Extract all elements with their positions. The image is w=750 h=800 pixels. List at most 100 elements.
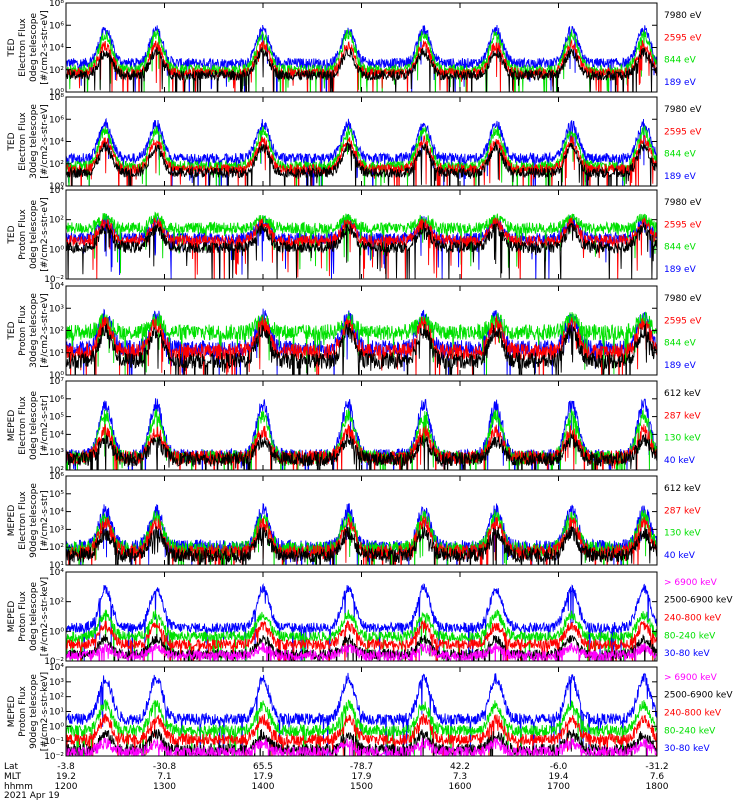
xaxis-tick-value: 17.9 xyxy=(253,772,273,782)
ytick-label: 10⁶ xyxy=(49,115,64,125)
legend-entry: 189 eV xyxy=(664,78,697,88)
ytick-label: 10² xyxy=(49,327,64,337)
trace-2500-6900-kev xyxy=(66,633,657,661)
panel-3-ylabel: TED Proton Flux 0deg telescope [#/cm2-s-str… xyxy=(7,197,50,272)
ytick-label: 10³ xyxy=(49,304,64,314)
ytick-label: 10⁴ xyxy=(49,282,64,292)
ytick-label: 10⁴ xyxy=(49,44,64,54)
legend-entry: 2595 eV xyxy=(664,33,702,43)
axes-layer xyxy=(65,2,658,757)
ylabel-line: [#/cm2-s-str-eV] xyxy=(40,197,50,272)
ylabel-line: TED xyxy=(7,225,17,244)
trace-80-240-kev xyxy=(66,698,657,756)
ytick-label: 10² xyxy=(49,693,64,703)
trace-844-ev xyxy=(66,125,657,186)
xaxis-tick-value: 1800 xyxy=(646,782,669,792)
trace-240-800-kev xyxy=(66,713,657,756)
ylabel-line: Proton Flux xyxy=(18,305,28,356)
panel-7-traces xyxy=(66,583,657,661)
legend-entry: 189 eV xyxy=(664,265,697,275)
ytick-label: 10⁸ xyxy=(49,0,64,9)
ytick-label: 10⁶ xyxy=(49,395,64,405)
ylabel-line: 90deg telescope xyxy=(29,483,39,558)
legend-entry: 2500-6900 keV xyxy=(664,596,733,606)
legend-entry: 287 keV xyxy=(664,411,701,421)
ylabel-line: TED xyxy=(7,321,17,340)
ytick-label: 10² xyxy=(49,543,64,553)
xaxis-row-label: hhmm xyxy=(4,782,33,792)
legend-entry: 7980 eV xyxy=(664,294,702,304)
panel-4-traces xyxy=(66,308,657,375)
xaxis-tick-value: 7.3 xyxy=(453,772,467,782)
legend-entry: 189 eV xyxy=(664,361,697,371)
trace-30-80-kev xyxy=(66,583,657,661)
panel-6-ylabel: MEPED Electron Flux 90deg telescope [#/cm2-… xyxy=(7,483,50,558)
xaxis-tick-value: -3.8 xyxy=(57,762,75,772)
legend-entry: 7980 eV xyxy=(664,11,702,21)
ytick-label: 10⁻² xyxy=(44,275,64,285)
panel-7-ylabel: MEPED Proton Flux 0deg telescope [#/cm2-s-s… xyxy=(7,577,50,656)
ylabel-line: [#/cm2-s-str-keV] xyxy=(40,577,50,656)
panel-8-ylabel: MEPED Proton Flux 90deg telescope [#/cm2-s-… xyxy=(7,672,50,751)
legend-entry: 7980 eV xyxy=(664,105,702,115)
date-label: 2021 Apr 19 xyxy=(4,791,60,800)
ytick-label: 10⁴ xyxy=(49,568,64,578)
panel-1-ylabel: TED Electron Flux 0deg telescope [#/cm2-s-s… xyxy=(7,10,50,85)
ylabel-line: [#/cm2-s-str-keV] xyxy=(40,672,50,751)
ylabel-line: MEPED xyxy=(7,601,17,633)
trace-189-ev xyxy=(66,24,657,92)
ytick-label: 10⁰ xyxy=(49,182,64,192)
ylabel-line: [#/cm2-s-str] xyxy=(40,395,50,455)
ylabel-line: Electron Flux xyxy=(18,491,28,550)
legend-entry: 80-240 keV xyxy=(664,726,716,736)
trace-2595-ev xyxy=(66,134,657,186)
xaxis-tick-value: 7.6 xyxy=(650,772,665,782)
xaxis-tick-value: 1300 xyxy=(153,782,176,792)
panel-6-traces xyxy=(66,502,657,565)
xaxis-tick-value: 1700 xyxy=(547,782,570,792)
legend-entry: 30-80 keV xyxy=(664,649,710,659)
trace--6900-kev xyxy=(66,642,657,661)
ylabel-line: TED xyxy=(7,38,17,57)
ytick-label: 10⁶ xyxy=(49,21,64,31)
xaxis-tick-value: 17.9 xyxy=(351,772,371,782)
legend-entry: 40 keV xyxy=(664,456,696,466)
legend-entry: 287 keV xyxy=(664,506,701,516)
xaxis-tick-value: -6.0 xyxy=(550,762,568,772)
ylabel-line: [#/cm2-s-str-eV] xyxy=(40,10,50,85)
legend-entry: 7980 eV xyxy=(664,198,702,208)
xaxis-tick-value: -31.2 xyxy=(645,762,668,772)
ylabel-line: 0deg telescope xyxy=(29,13,39,83)
ytick-label: 10⁵ xyxy=(49,413,64,423)
ytick-label: 10³ xyxy=(49,678,64,688)
ylabel-line: Proton Flux xyxy=(18,591,28,642)
trace-7980-ev xyxy=(66,46,657,92)
legend-entry: 844 eV xyxy=(664,150,697,160)
xaxis-tick-value: 42.2 xyxy=(450,762,470,772)
ytick-label: 10⁴ xyxy=(49,430,64,440)
legend-entry: 30-80 keV xyxy=(664,744,710,754)
legend-entry: > 6900 keV xyxy=(664,673,718,683)
legend-entry: 80-240 keV xyxy=(664,631,716,641)
panel-2-traces xyxy=(66,117,657,186)
ytick-label: 10² xyxy=(49,216,64,226)
trace-844-ev xyxy=(66,311,657,375)
ytick-label: 10¹ xyxy=(49,708,64,718)
ylabel-line: 30deg telescope xyxy=(29,293,39,368)
ytick-label: 10³ xyxy=(49,525,64,535)
ylabel-line: [#/cm2-s-str] xyxy=(40,490,50,550)
panel-5-traces xyxy=(66,398,657,470)
legend-entry: 240-800 keV xyxy=(664,709,722,719)
ylabel-line: 0deg telescope xyxy=(29,391,39,461)
ytick-label: 10² xyxy=(49,66,64,76)
legend-entry: 2595 eV xyxy=(664,316,702,326)
panel-4-ylabel: TED Proton Flux 30deg telescope [#/cm2-s-st… xyxy=(7,293,50,368)
legend-entry: 844 eV xyxy=(664,243,697,253)
ytick-label: 10⁻² xyxy=(44,657,64,667)
ytick-label: 10² xyxy=(49,160,64,170)
ytick-label: 10¹ xyxy=(49,349,64,359)
ytick-label: 10⁰ xyxy=(49,245,64,255)
trace-2595-ev xyxy=(66,217,657,279)
trace-2595-ev xyxy=(66,38,657,92)
trace-189-ev xyxy=(66,117,657,186)
